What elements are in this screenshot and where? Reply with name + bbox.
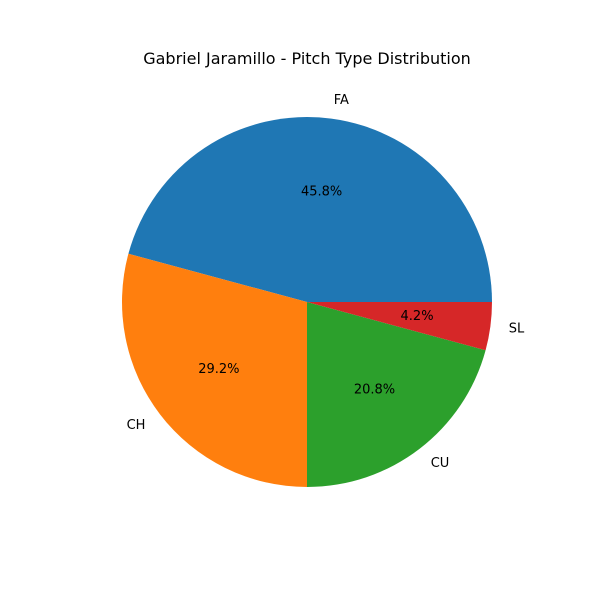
slice-label-cu: CU xyxy=(431,456,450,471)
pie-slices xyxy=(122,116,492,487)
slice-percent-sl: 4.2% xyxy=(401,309,434,324)
slice-percent-fa: 45.8% xyxy=(301,184,342,199)
slice-percent-cu: 20.8% xyxy=(354,383,395,398)
slice-label-sl: SL xyxy=(509,321,525,336)
chart-title: Gabriel Jaramillo - Pitch Type Distribut… xyxy=(143,49,471,68)
pie-labels: FA 45.8% CH 29.2% CU 20.8% SL 4.2% xyxy=(127,93,525,471)
slice-label-ch: CH xyxy=(127,418,146,433)
pie-slice-fa xyxy=(128,116,492,303)
pie-slice-ch xyxy=(122,253,307,487)
pie-slice-cu xyxy=(307,302,486,487)
slice-percent-ch: 29.2% xyxy=(198,362,239,377)
pie-slice-sl xyxy=(307,302,492,351)
slice-label-fa: FA xyxy=(334,93,349,108)
